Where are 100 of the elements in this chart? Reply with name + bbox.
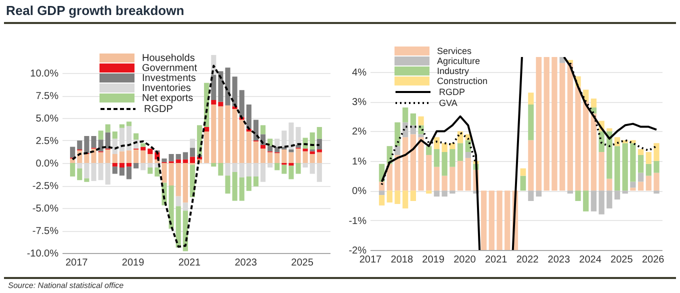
bar — [302, 151, 308, 163]
bar — [162, 158, 167, 162]
x-tick-label: 2017 — [359, 254, 382, 266]
bar — [488, 190, 494, 250]
bar — [239, 90, 244, 118]
bar — [606, 178, 612, 191]
bar — [260, 125, 266, 134]
y-tick-label: 0.0% — [36, 158, 59, 170]
bar — [426, 154, 432, 191]
bar — [520, 176, 526, 191]
bar — [260, 148, 266, 163]
bar — [190, 156, 196, 163]
bar — [274, 153, 280, 163]
bar — [70, 163, 76, 176]
bar — [504, 190, 510, 250]
bar — [246, 163, 252, 176]
bar — [218, 106, 224, 163]
bar — [204, 127, 210, 132]
bar — [434, 190, 440, 197]
bar — [134, 150, 139, 163]
y-tick-label: 1% — [352, 156, 367, 168]
y-tick-label: 4% — [352, 67, 367, 78]
bar — [148, 148, 153, 154]
bar — [119, 128, 124, 152]
bar — [140, 163, 146, 170]
bar — [465, 158, 471, 191]
bar — [402, 137, 408, 191]
bar — [204, 132, 210, 163]
bar — [260, 145, 266, 149]
bar — [378, 190, 385, 196]
bar — [622, 190, 628, 194]
bar — [182, 202, 188, 211]
bar — [590, 190, 597, 212]
bar — [288, 166, 294, 180]
bar — [316, 163, 322, 182]
bar — [288, 152, 294, 163]
bar — [442, 152, 448, 176]
bar — [162, 163, 167, 183]
bar — [378, 195, 385, 206]
bar — [544, 57, 550, 191]
bar — [410, 190, 416, 202]
bar — [232, 163, 238, 172]
bar — [84, 136, 90, 154]
x-tick-label: 2017 — [65, 258, 88, 268]
legend-label: Net exports — [142, 93, 194, 104]
bar — [418, 134, 424, 138]
bar — [211, 100, 216, 104]
bar — [654, 143, 660, 161]
bar — [268, 163, 273, 168]
bar — [225, 163, 230, 176]
bar — [598, 131, 604, 152]
bar — [434, 149, 440, 167]
bar — [148, 163, 153, 168]
bar — [148, 154, 153, 163]
legend-label: GVA — [439, 98, 458, 108]
bar — [126, 163, 132, 167]
bar — [316, 150, 322, 152]
bar — [246, 176, 252, 191]
source-note: Source: National statistical office — [8, 281, 124, 290]
bar — [418, 137, 424, 191]
x-tick-label: 2024 — [579, 254, 602, 266]
bar — [378, 182, 385, 191]
x-tick-label: 2021 — [178, 258, 202, 268]
x-tick-label: 2023 — [234, 258, 258, 268]
bar — [465, 140, 471, 152]
bar — [119, 163, 124, 168]
bar — [105, 124, 110, 132]
bar — [528, 104, 534, 140]
y-tick-label: 10.0% — [30, 68, 59, 80]
bar — [140, 143, 146, 147]
bar — [112, 138, 118, 154]
bar — [112, 154, 118, 163]
bar — [638, 154, 644, 173]
bar — [105, 132, 110, 149]
bar — [583, 102, 589, 191]
y-tick-label: 3% — [352, 97, 367, 108]
bar — [316, 127, 322, 139]
bar — [457, 143, 464, 161]
legend-label: Services — [437, 46, 472, 56]
bar — [168, 163, 174, 186]
bar — [176, 154, 181, 160]
bar — [598, 152, 604, 191]
bar — [536, 190, 542, 197]
bar — [176, 196, 181, 206]
bar — [268, 146, 273, 152]
bar — [296, 163, 301, 174]
x-tick-label: 2026 — [642, 254, 665, 266]
bar — [268, 152, 273, 163]
bar — [225, 176, 230, 194]
bar — [450, 149, 456, 167]
legend-label: Industry — [437, 66, 470, 76]
bar — [253, 176, 258, 186]
bar — [232, 172, 238, 201]
bar — [552, 57, 558, 191]
bar — [218, 163, 224, 176]
legend-label: Investments — [142, 73, 196, 84]
bar — [211, 74, 216, 100]
y-tick-label: 7.5% — [36, 91, 59, 102]
bar — [91, 163, 96, 181]
bar — [126, 126, 132, 150]
